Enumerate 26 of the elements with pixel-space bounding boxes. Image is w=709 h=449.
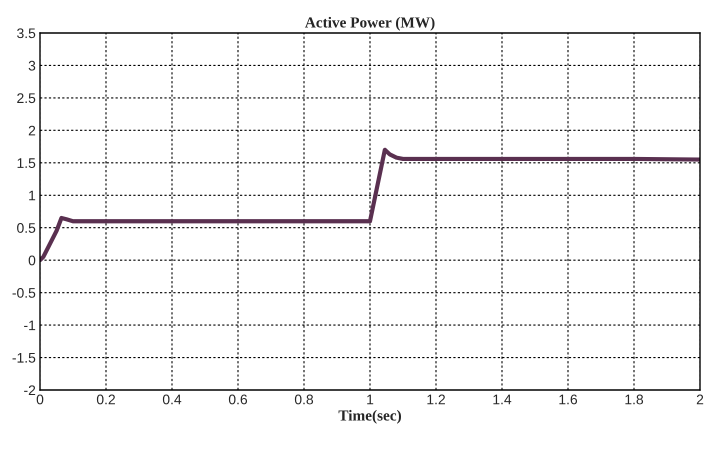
x-tick-label: 2 bbox=[696, 394, 704, 404]
x-tick-label: 0.6 bbox=[228, 394, 248, 404]
chart-title: Active Power (MW) bbox=[304, 16, 435, 31]
y-tick-label: 0.5 bbox=[17, 223, 36, 233]
y-tick-label: 0 bbox=[28, 256, 36, 266]
x-tick-label: 0.8 bbox=[294, 394, 314, 404]
x-tick-label: 0 bbox=[36, 394, 44, 404]
y-tick-label: 3 bbox=[28, 60, 36, 71]
y-tick-label: -0.5 bbox=[12, 288, 36, 298]
x-tick-label: 1.8 bbox=[625, 394, 644, 404]
y-tick-label: -1 bbox=[24, 320, 36, 330]
y-tick-label: 1.5 bbox=[18, 158, 36, 168]
y-tick-label: -1.5 bbox=[12, 353, 36, 363]
x-tick-label: 1.4 bbox=[493, 394, 512, 404]
x-tick-label: 0.4 bbox=[162, 394, 182, 404]
y-tick-label: 2.5 bbox=[17, 93, 36, 104]
y-tick-label: 1 bbox=[29, 190, 36, 200]
y-tick-label: 3.5 bbox=[17, 28, 36, 38]
line-series bbox=[40, 148, 700, 262]
x-tick-label: 1.2 bbox=[427, 394, 445, 404]
x-axis-title: Time(sec) bbox=[338, 410, 402, 424]
y-tick-label: -2 bbox=[24, 385, 36, 396]
x-tick-label: 0.2 bbox=[96, 394, 115, 404]
y-tick-label: 2 bbox=[28, 126, 36, 136]
x-tick-label: 1 bbox=[367, 394, 374, 404]
x-tick-label: 1.6 bbox=[559, 394, 578, 404]
